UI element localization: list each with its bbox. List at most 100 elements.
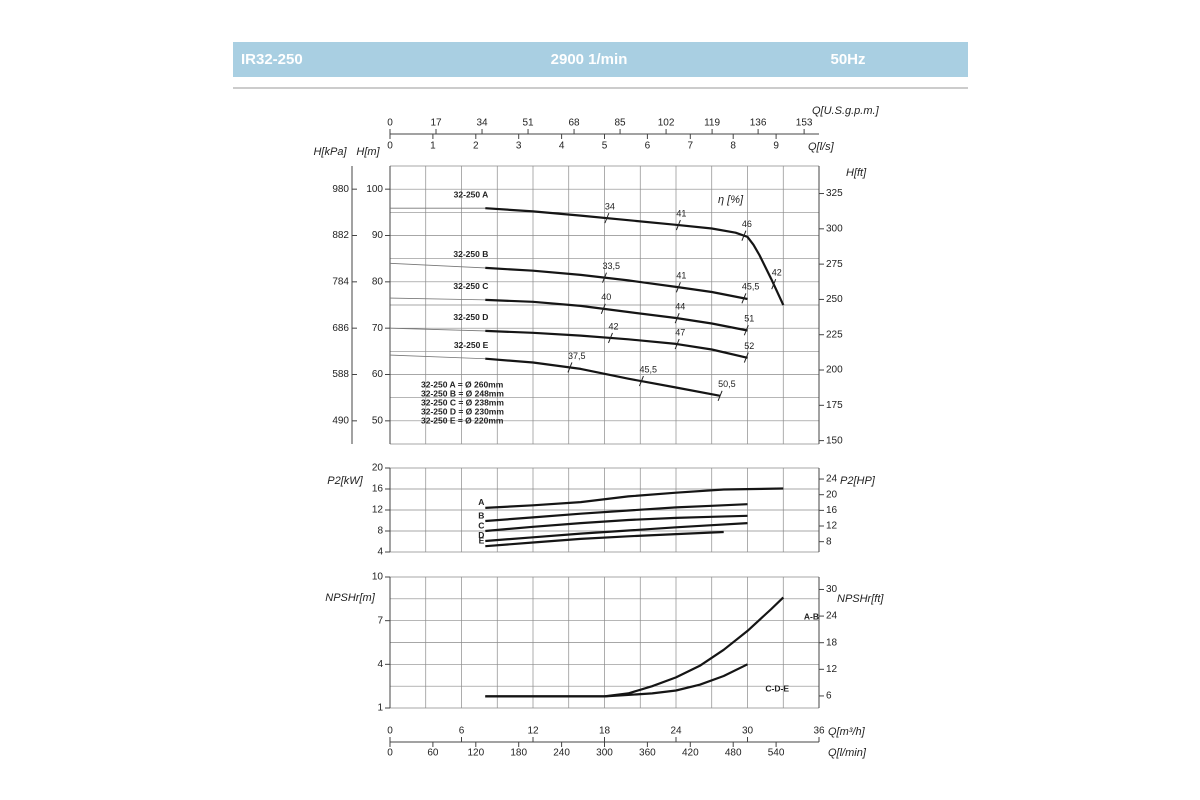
y2-tick-label: 325 (826, 188, 843, 199)
y2-tick-label: 12 (826, 664, 838, 675)
x2-tick-label: 0 (387, 748, 393, 759)
x2-tick-label: 300 (596, 748, 613, 759)
efficiency-mark (743, 325, 749, 336)
efficiency-value: 42 (608, 321, 618, 331)
series-label: A-B (804, 612, 819, 622)
series-label: 32-250 C (453, 281, 488, 291)
y2-tick-label: 20 (826, 489, 838, 500)
efficiency-value: 41 (676, 271, 686, 281)
efficiency-value: 50,5 (718, 379, 736, 389)
efficiency-value: 46 (742, 219, 752, 229)
efficiency-value: 45,5 (639, 364, 657, 374)
series-label: 32-250 A (454, 189, 489, 199)
y2-tick-label: 30 (826, 584, 838, 595)
efficiency-value: 40 (601, 292, 611, 302)
y-tick-label: 50 (372, 415, 384, 426)
x3-axis-label: Q[U.S.g.p.m.] (812, 105, 880, 117)
y2-tick-label: 24 (826, 474, 838, 485)
efficiency-value: 47 (675, 327, 685, 337)
x2-tick-label: 540 (768, 748, 785, 759)
efficiency-mark (741, 230, 747, 241)
x-tick-label: 18 (599, 726, 611, 737)
y-tick-label: 60 (372, 369, 384, 380)
series-label: 32-250 E (454, 340, 489, 350)
series-label: 32-250 D (453, 312, 488, 322)
efficiency-value: 45,5 (742, 282, 760, 292)
x3-tick-label: 34 (476, 118, 488, 129)
x3-tick-label: 51 (522, 118, 534, 129)
diameter-note: 32-250 A = Ø 260mm (421, 379, 504, 389)
curve (485, 530, 724, 548)
curve (485, 514, 748, 533)
y2-tick-label: 150 (826, 435, 843, 446)
x2-tick-label: 8 (730, 141, 736, 152)
y3-tick-label: 686 (332, 323, 349, 334)
header-bar (233, 42, 968, 77)
efficiency-mark (674, 338, 680, 350)
efficiency-mark (743, 352, 749, 363)
efficiency-value: 52 (744, 341, 754, 351)
series-label: E (479, 535, 485, 545)
y2-tick-label: 225 (826, 329, 843, 340)
y2-tick-label: 6 (826, 691, 832, 702)
y2-tick-label: 8 (826, 536, 832, 547)
shutoff-line (389, 262, 486, 269)
shutoff-line (389, 327, 486, 332)
y-tick-label: 4 (377, 547, 383, 558)
x2-tick-label: 1 (430, 141, 436, 152)
x-tick-label: 24 (670, 726, 682, 737)
x3-tick-label: 17 (430, 118, 442, 129)
curve (485, 596, 785, 698)
x2-tick-label: 420 (682, 748, 699, 759)
efficiency-mark (607, 332, 613, 344)
x2-tick-label: 360 (639, 748, 656, 759)
diameter-note: 32-250 B = Ø 248mm (421, 388, 504, 398)
y3-tick-label: 882 (332, 230, 349, 241)
x2-axis-label: Q[l/min] (828, 747, 867, 759)
shutoff-line (389, 354, 486, 360)
x3-tick-label: 85 (615, 118, 627, 129)
x-tick-label: 36 (813, 726, 825, 737)
y2-axis-label: H[ft] (846, 167, 867, 179)
x3-tick-label: 136 (750, 118, 767, 129)
diameter-note: 32-250 D = Ø 230mm (421, 406, 504, 416)
y-tick-label: 100 (366, 184, 383, 195)
efficiency-mark (771, 279, 777, 290)
efficiency-label: η [%] (718, 194, 744, 206)
curve (485, 298, 748, 332)
y-axis-label: P2[kW] (327, 475, 363, 487)
y-tick-label: 8 (377, 526, 383, 537)
y-tick-label: 90 (372, 230, 384, 241)
x2-tick-label: 480 (725, 748, 742, 759)
y2-tick-label: 175 (826, 400, 843, 411)
y-tick-label: 20 (372, 463, 384, 474)
efficiency-mark (604, 212, 610, 224)
x3-tick-label: 68 (568, 118, 580, 129)
x3-tick-label: 0 (387, 118, 393, 129)
y2-tick-label: 300 (826, 223, 843, 234)
y3-tick-label: 980 (332, 184, 349, 195)
x-tick-label: 30 (742, 726, 754, 737)
curve (485, 663, 748, 698)
x-axis-label: Q[m³/h] (828, 726, 866, 738)
efficiency-value: 33,5 (603, 261, 621, 271)
efficiency-mark (717, 390, 723, 401)
x-tick-label: 0 (387, 726, 393, 737)
model: IR32-250 (241, 51, 303, 68)
x2-tick-label: 240 (553, 748, 570, 759)
y-tick-label: 16 (372, 484, 384, 495)
efficiency-mark (638, 375, 644, 387)
curve (485, 503, 748, 523)
x2-tick-label: 120 (467, 748, 484, 759)
curve (485, 522, 748, 543)
series-label: C-D-E (765, 684, 789, 694)
efficiency-mark (674, 312, 680, 324)
x3-tick-label: 102 (658, 118, 675, 129)
y2-axis-label: P2[HP] (840, 475, 876, 487)
efficiency-value: 42 (772, 268, 782, 278)
shutoff-line (389, 297, 486, 301)
efficiency-mark (741, 293, 747, 304)
x2-tick-label: 6 (645, 141, 651, 152)
